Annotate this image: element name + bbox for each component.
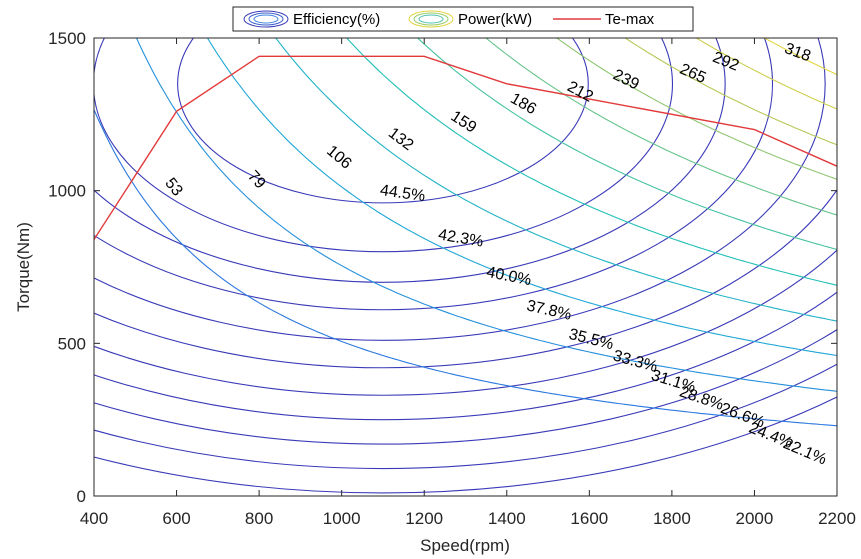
power-contour <box>416 38 837 251</box>
x-tick-label: 600 <box>162 509 190 528</box>
x-tick-label: 1400 <box>488 509 526 528</box>
power-contour <box>555 38 837 180</box>
power-contour <box>135 38 837 392</box>
x-tick-label: 800 <box>245 509 273 528</box>
efficiency-contour <box>94 38 726 283</box>
legend-box <box>232 6 694 32</box>
efficiency-contour <box>94 363 837 469</box>
efficiency-contour <box>94 291 837 421</box>
power-contour <box>485 38 837 216</box>
power-contour <box>695 38 837 110</box>
x-tick-label: 1200 <box>405 509 443 528</box>
efficiency-contour <box>94 328 837 445</box>
te-max-line <box>94 55 837 240</box>
x-tick-label: 1800 <box>653 509 691 528</box>
efficiency-contour <box>94 396 837 494</box>
power-contour <box>624 38 837 146</box>
efficiency-legend-icon <box>243 10 289 28</box>
y-axis-label: Torque(Nm) <box>14 222 33 312</box>
contour-layer <box>94 38 837 494</box>
x-tick-label: 2200 <box>818 509 856 528</box>
x-tick-label: 1600 <box>570 509 608 528</box>
x-tick-label: 1000 <box>323 509 361 528</box>
plot-frame <box>93 37 838 497</box>
legend-entry-label: Power(kW) <box>458 11 532 28</box>
y-tick-label: 0 <box>77 487 86 506</box>
efficiency-contour <box>177 38 589 204</box>
legend: Efficiency(%) Power(kW) Te-max <box>232 6 694 32</box>
plot-area <box>94 38 837 496</box>
x-tick-label: 400 <box>80 509 108 528</box>
efficiency-contour <box>94 188 837 369</box>
efficiency-contour <box>94 249 837 396</box>
power-contour <box>345 38 837 286</box>
y-tick-label: 1500 <box>48 29 86 48</box>
power-contour <box>275 38 837 322</box>
power-contour <box>206 38 837 357</box>
y-tick-label: 500 <box>58 334 86 353</box>
power-legend-icon <box>408 10 454 28</box>
efficiency-contour <box>94 38 826 341</box>
x-axis-label: Speed(rpm) <box>420 536 510 555</box>
x-tick-label: 2000 <box>736 509 774 528</box>
legend-entry-label: Efficiency(%) <box>293 11 380 28</box>
power-contour <box>94 109 837 427</box>
efficiency-contour <box>94 38 673 253</box>
efficiency-contour-label: 44.5% <box>379 182 426 205</box>
legend-entry-label: Te-max <box>605 11 655 28</box>
axis-ticks: 400 600 800 1000 1200 1400 1600 1800 2000 2200 0 50… <box>48 29 856 528</box>
y-tick-label: 1000 <box>48 182 86 201</box>
efficiency-contour <box>94 38 773 311</box>
